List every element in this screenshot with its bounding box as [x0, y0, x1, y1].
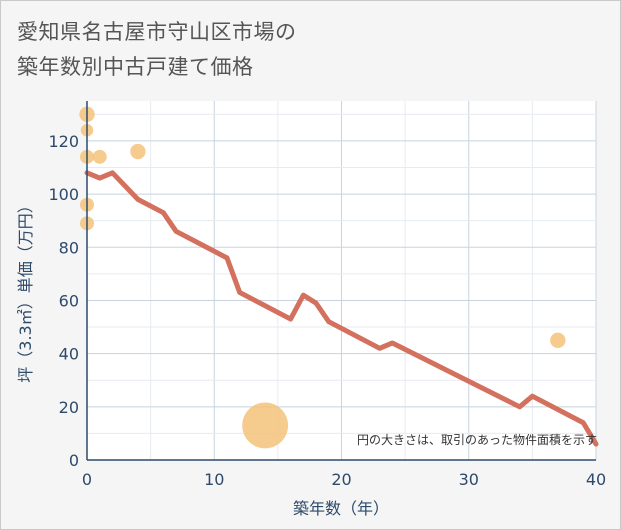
bubble-point: [130, 143, 146, 160]
y-tick-label: 100: [48, 185, 79, 204]
price-line: [84, 170, 599, 447]
chart-title-line-2: 築年数別中古戸建て価格: [17, 55, 254, 79]
bubble-point: [92, 149, 107, 164]
x-tick-label: 0: [82, 470, 92, 489]
bubble-point: [242, 402, 289, 449]
y-tick-label: 80: [59, 238, 79, 257]
chart-title: 愛知県名古屋市守山区市場の 築年数別中古戸建て価格: [17, 15, 297, 85]
y-tick-label: 0: [69, 451, 79, 470]
x-tick-label: 40: [586, 470, 606, 489]
size-note: 円の大きさは、取引のあった物件面積を示す: [357, 432, 597, 447]
y-tick-label: 40: [59, 345, 79, 364]
x-tick-label: 20: [331, 470, 351, 489]
axes: 0 10 20 30 40 0 20 40 60 80 100 120: [48, 101, 606, 489]
line-layer: [84, 170, 599, 447]
x-axis-title: 築年数（年）: [293, 499, 389, 518]
y-tick-label: 20: [59, 398, 79, 417]
y-tick-label: 120: [48, 132, 79, 151]
chart-title-line-1: 愛知県名古屋市守山区市場の: [17, 20, 297, 44]
x-tick-label: 10: [204, 470, 224, 489]
x-tick-label: 30: [459, 470, 479, 489]
bubble-point: [550, 332, 566, 349]
y-axis-title: 坪（3.3㎡）単価（万円）: [16, 197, 35, 382]
y-tick-label: 60: [59, 291, 79, 310]
